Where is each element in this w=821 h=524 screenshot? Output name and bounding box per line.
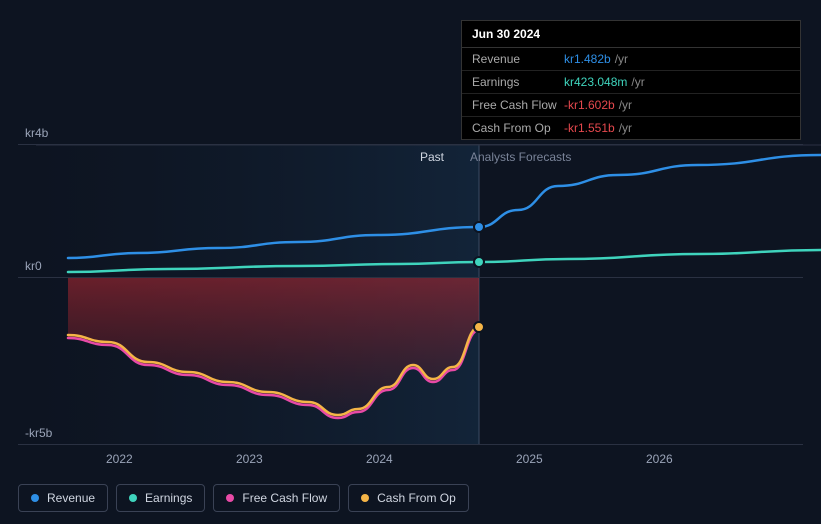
tooltip-metric-unit: /yr (619, 121, 632, 135)
tooltip-metric-label: Cash From Op (472, 121, 564, 135)
legend-item-revenue[interactable]: Revenue (18, 484, 108, 512)
forecast-label: Analysts Forecasts (470, 150, 571, 164)
gridline (18, 144, 803, 145)
hover-tooltip: Jun 30 2024 Revenuekr1.482b/yrEarningskr… (461, 20, 801, 140)
tooltip-metric-unit: /yr (615, 52, 628, 66)
x-axis-label: 2025 (516, 452, 543, 466)
tooltip-row: Free Cash Flow-kr1.602b/yr (462, 94, 800, 117)
legend-item-free-cash-flow[interactable]: Free Cash Flow (213, 484, 340, 512)
past-label: Past (420, 150, 444, 164)
tooltip-metric-unit: /yr (631, 75, 644, 89)
y-axis-label: kr4b (25, 126, 48, 140)
x-axis-label: 2024 (366, 452, 393, 466)
x-axis-label: 2022 (106, 452, 133, 466)
x-axis-label: 2023 (236, 452, 263, 466)
x-axis-label: 2026 (646, 452, 673, 466)
gridline (18, 444, 803, 445)
y-axis-label: kr0 (25, 259, 42, 273)
tooltip-row: Earningskr423.048m/yr (462, 71, 800, 94)
tooltip-date: Jun 30 2024 (462, 21, 800, 48)
tooltip-metric-value: -kr1.551b (564, 121, 615, 135)
tooltip-metric-unit: /yr (619, 98, 632, 112)
tooltip-metric-label: Revenue (472, 52, 564, 66)
y-axis-label: -kr5b (25, 426, 52, 440)
legend-dot (31, 494, 39, 502)
legend-item-earnings[interactable]: Earnings (116, 484, 205, 512)
legend-dot (361, 494, 369, 502)
tooltip-row: Cash From Op-kr1.551b/yr (462, 117, 800, 139)
legend-label: Free Cash Flow (242, 491, 327, 505)
tooltip-metric-value: kr1.482b (564, 52, 611, 66)
legend-label: Revenue (47, 491, 95, 505)
legend: Revenue Earnings Free Cash Flow Cash From O… (18, 484, 469, 512)
legend-dot (129, 494, 137, 502)
tooltip-row: Revenuekr1.482b/yr (462, 48, 800, 71)
legend-label: Earnings (145, 491, 192, 505)
tooltip-metric-value: -kr1.602b (564, 98, 615, 112)
gridline (18, 277, 803, 278)
legend-label: Cash From Op (377, 491, 456, 505)
tooltip-metric-value: kr423.048m (564, 75, 627, 89)
legend-dot (226, 494, 234, 502)
legend-item-cash-from-op[interactable]: Cash From Op (348, 484, 469, 512)
tooltip-metric-label: Free Cash Flow (472, 98, 564, 112)
tooltip-metric-label: Earnings (472, 75, 564, 89)
